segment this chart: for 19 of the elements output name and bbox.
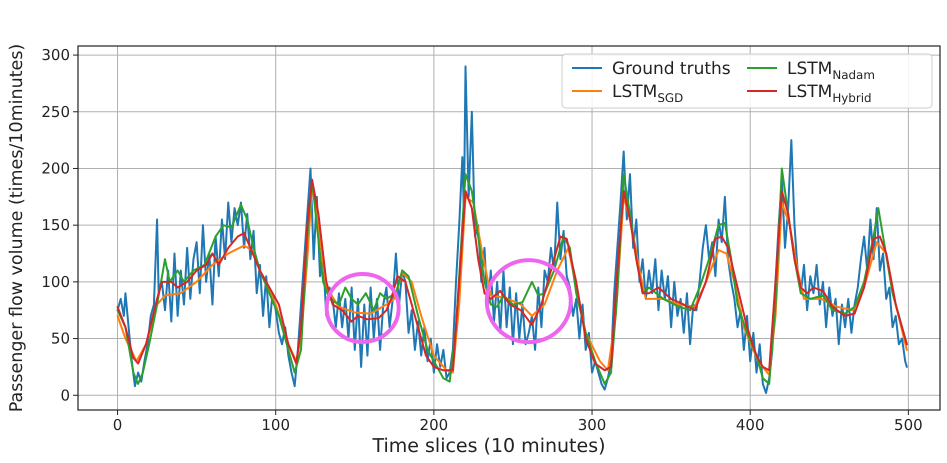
y-tick-label: 250 [41,102,70,121]
legend-label: LSTM$_{Hybrid}$ [787,82,872,106]
y-tick-label: 50 [50,330,70,348]
y-axis-title: Passenger flow volume (times/10minutes) [7,44,27,412]
x-tick-label: 300 [578,416,606,434]
y-tick-label: 100 [41,272,70,291]
y-tick-label: 150 [41,216,70,234]
y-tick-label: 0 [60,386,70,404]
x-axis-title: Time slices (10 minutes) [371,435,606,457]
x-tick-label: 400 [736,416,765,434]
x-tick-label: 200 [420,416,448,434]
legend-label: Ground truths [612,59,731,79]
x-tick-label: 0 [112,416,122,434]
legend-label: LSTM$_{SGD}$ [612,82,684,106]
y-tick-label: 200 [41,159,70,178]
x-tick-label: 100 [261,416,290,434]
x-tick-label: 500 [894,416,923,434]
y-tick-label: 300 [41,46,70,64]
legend-label: LSTM$_{Nadam}$ [787,59,875,82]
